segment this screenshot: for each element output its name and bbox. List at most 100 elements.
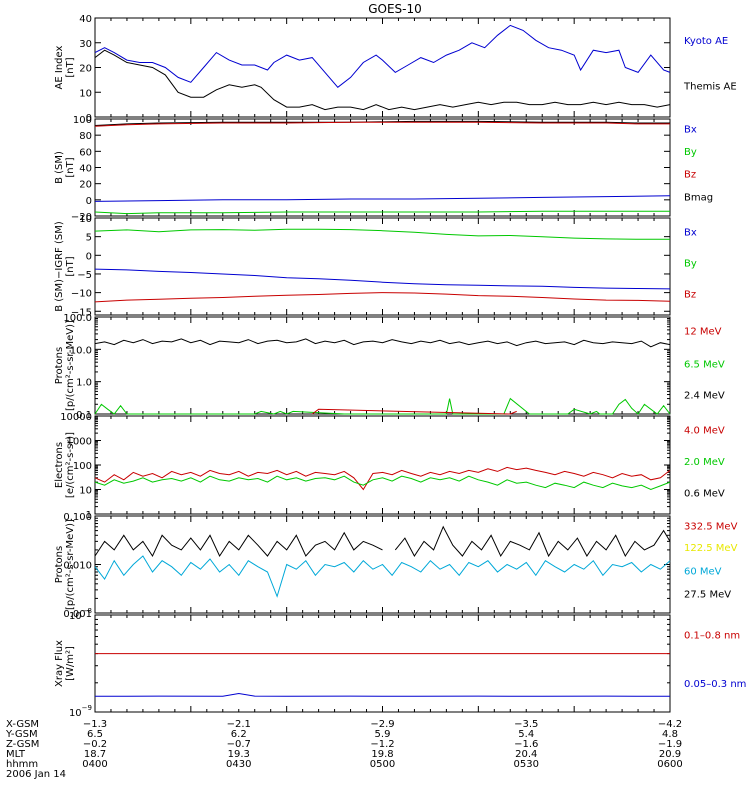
ephemeris-value: 5.4 <box>518 729 534 740</box>
series-line <box>94 555 671 598</box>
series-line <box>94 531 383 558</box>
series-line <box>94 195 671 202</box>
y-tick-label: 10 <box>79 88 92 99</box>
y-axis-label: [nT] <box>65 256 76 276</box>
ephemeris-value: 19.3 <box>228 749 250 760</box>
series-line <box>94 268 671 290</box>
ephemeris-value: 0600 <box>657 759 682 770</box>
legend-entry: Bx <box>684 125 697 136</box>
y-axis-label: [e/(cm²-s-sr)] <box>65 432 76 498</box>
y-tick-label: 30 <box>79 39 92 50</box>
legend-entry: Bz <box>684 169 696 180</box>
legend-entry: 12 MeV <box>684 327 722 338</box>
legend-entry: By <box>684 147 697 158</box>
series-line <box>94 692 671 697</box>
ephemeris-value: −1.9 <box>658 739 682 750</box>
y-tick-label: 0.100 <box>63 512 92 523</box>
y-axis-label: [p/(cm²-s-sr-MeV)] <box>65 519 76 610</box>
y-axis-label: Protons <box>54 347 65 384</box>
ephemeris-value: −4.2 <box>658 719 682 730</box>
y-tick-label: 100 <box>73 115 92 126</box>
y-tick-label: 10000 <box>60 412 92 423</box>
y-tick-label: 1000 <box>67 437 92 448</box>
series-line <box>94 397 671 415</box>
series-line <box>94 49 671 111</box>
legend-entry: 60 MeV <box>684 566 722 577</box>
ephemeris-value: −1.3 <box>83 719 107 730</box>
ephemeris-value: 0500 <box>370 759 395 770</box>
ephemeris-value: 20.9 <box>659 749 681 760</box>
y-tick-label: 0 <box>86 196 92 207</box>
legend-entry: 0.05–0.3 nm <box>684 679 746 690</box>
panel-3: −15 −10 −5 0 5 10 B (SM)−IGRF (SM) [nT] Bx By Bz <box>54 214 697 318</box>
y-tick-label: 20 <box>79 180 92 191</box>
legend-entry: 4.0 MeV <box>684 426 725 437</box>
series-line <box>94 24 671 88</box>
ephemeris-value: −0.2 <box>83 739 107 750</box>
ephemeris-value: 20.4 <box>515 749 537 760</box>
series-line <box>94 228 670 240</box>
y-axis-label: [p/(cm²-s-sr-MeV)] <box>65 320 76 411</box>
y-tick-label: 20 <box>79 64 92 75</box>
y-tick-label: 80 <box>79 131 92 142</box>
ephemeris-value: 18.7 <box>84 749 106 760</box>
y-axis-label: [nT] <box>65 157 76 177</box>
legend-entry: 27.5 MeV <box>684 590 731 601</box>
y-axis-label: AE Index <box>54 45 65 89</box>
legend-entry: 0.6 MeV <box>684 488 725 499</box>
legend-entry: 6.5 MeV <box>684 360 725 371</box>
y-tick-label: 100.0 <box>63 313 92 324</box>
ephemeris-value: 5.9 <box>375 729 391 740</box>
legend-entry: 0.1–0.8 nm <box>684 630 740 641</box>
y-tick-label: −15 <box>71 307 92 318</box>
y-tick-label: 0 <box>86 251 92 262</box>
legend-entry: By <box>684 259 697 270</box>
ephemeris-value: 6.2 <box>231 729 247 740</box>
ephemeris-value: −2.9 <box>370 719 394 730</box>
panel-frame <box>94 217 671 316</box>
legend-entry: 332.5 MeV <box>684 522 738 533</box>
panel-1: 0 10 20 30 40 AE Index [nT] Kyoto AE Themis AE <box>54 14 737 124</box>
ephemeris-value: 0400 <box>82 759 107 770</box>
panel-frame <box>94 316 671 415</box>
y-axis-label: Electrons <box>54 442 65 488</box>
ephemeris-value: −1.2 <box>370 739 394 750</box>
ephemeris-value: −3.5 <box>514 719 538 730</box>
y-tick-label: −5 <box>77 270 92 281</box>
legend-entry: Kyoto AE <box>684 36 728 47</box>
y-axis-label: [W/m²] <box>65 646 76 681</box>
y-axis-label: B (SM) <box>54 151 65 184</box>
y-tick-label: 5 <box>86 233 92 244</box>
series-line <box>311 408 517 415</box>
y-axis-label: Protons <box>54 546 65 583</box>
y-tick-label: 60 <box>79 147 92 158</box>
y-tick-label: −20 <box>71 212 92 223</box>
ephemeris-value: −0.7 <box>227 739 251 750</box>
y-tick-exponent: −9 <box>82 704 92 712</box>
legend-entry: Bx <box>684 228 697 239</box>
ephemeris-value: 4.8 <box>662 729 678 740</box>
ephemeris-value: 19.8 <box>371 749 393 760</box>
y-tick-label: 10 <box>79 486 92 497</box>
y-tick-label: 10−9 <box>69 704 92 719</box>
panel-frame <box>94 118 671 217</box>
ephemeris-row-label: X-GSM <box>6 719 39 730</box>
ephemeris-row-label: MLT <box>6 749 26 760</box>
series-line <box>94 121 670 127</box>
y-axis-label: B (SM)−IGRF (SM) <box>54 221 65 312</box>
ephemeris-value: 0430 <box>226 759 251 770</box>
y-axis-label: [nT] <box>65 57 76 77</box>
ephemeris-row-label: 2006 Jan 14 <box>6 769 66 780</box>
y-tick-label: 0.1 <box>76 410 92 421</box>
y-tick-exponent: −8 <box>82 607 92 615</box>
legend-entry: Bz <box>684 290 696 301</box>
y-tick-label: 10.0 <box>70 345 92 356</box>
y-tick-label: 1 <box>86 510 92 521</box>
legend-entry: Themis AE <box>683 81 737 92</box>
series-line <box>94 475 671 491</box>
legend-entry: 2.0 MeV <box>684 457 725 468</box>
series-line <box>94 292 671 303</box>
panel-frame <box>94 17 671 118</box>
y-tick-label: 0.010 <box>63 561 92 572</box>
